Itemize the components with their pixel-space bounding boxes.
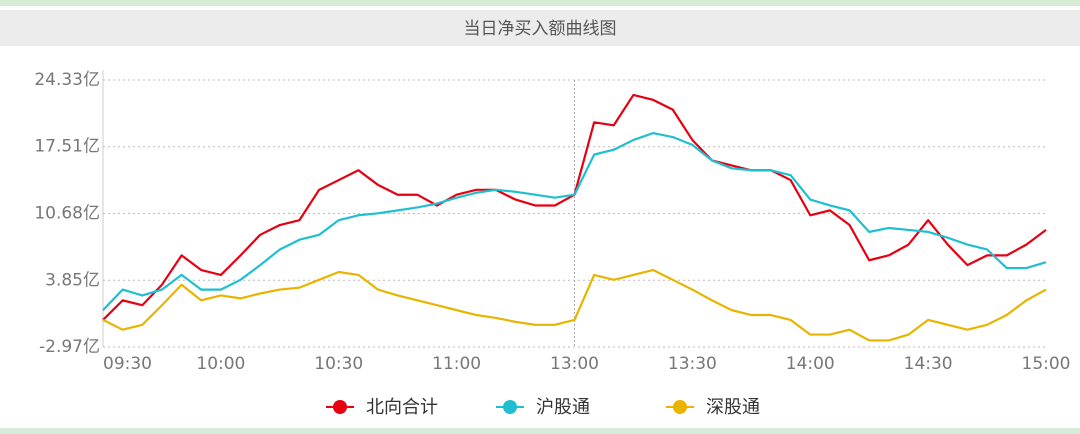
x-tick-label: 09:30 xyxy=(103,354,152,374)
x-tick-label: 10:00 xyxy=(196,354,245,374)
y-tick-label: -2.97亿 xyxy=(39,337,100,357)
x-tick-label: 14:00 xyxy=(786,354,835,374)
x-tick-label: 10:30 xyxy=(314,354,363,374)
x-tick-label: 13:00 xyxy=(550,354,599,374)
x-tick-label: 11:00 xyxy=(432,354,481,374)
x-tick-label: 15:00 xyxy=(1022,354,1071,374)
y-tick-label: 24.33亿 xyxy=(34,70,100,90)
y-tick-label: 10.68亿 xyxy=(34,204,100,224)
legend-text: 沪股通 xyxy=(536,397,590,418)
chart-title: 当日净买入额曲线图 xyxy=(464,19,617,39)
bottom-border xyxy=(0,428,1080,434)
legend-marker xyxy=(503,400,517,414)
series-line xyxy=(102,132,1047,311)
x-tick-label: 14:30 xyxy=(904,354,953,374)
x-tick-label: 13:30 xyxy=(668,354,717,374)
y-tick-label: 3.85亿 xyxy=(45,270,100,290)
y-tick-label: 17.51亿 xyxy=(34,137,100,157)
legend-marker xyxy=(673,400,687,414)
legend-marker xyxy=(333,400,347,414)
top-border xyxy=(0,0,1080,6)
series-line xyxy=(102,268,1047,342)
title-bar xyxy=(0,10,1080,46)
legend-text: 北向合计 xyxy=(366,397,438,418)
legend-text: 深股通 xyxy=(706,397,760,418)
